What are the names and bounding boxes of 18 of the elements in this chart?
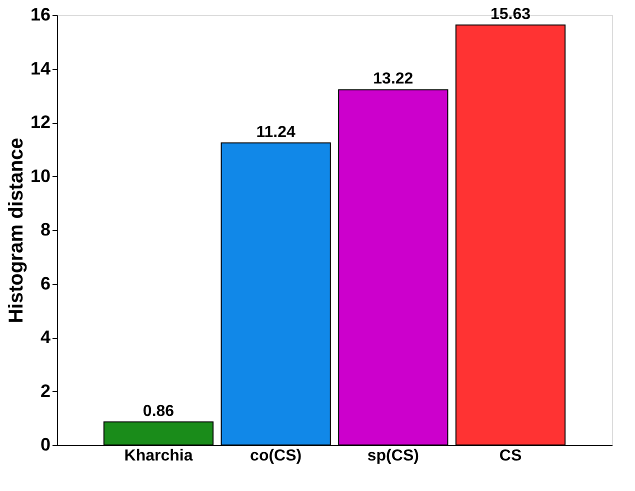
y-tick-label: 2 bbox=[40, 380, 50, 401]
x-tick-label: co(CS) bbox=[250, 448, 302, 464]
data-label: 11.24 bbox=[256, 124, 296, 141]
y-tick-label: 4 bbox=[40, 327, 50, 347]
y-tick-label: 6 bbox=[40, 273, 50, 294]
data-label: 0.86 bbox=[142, 402, 174, 420]
x-tick-label: sp(CS) bbox=[367, 448, 419, 464]
data-label: 13.22 bbox=[373, 70, 414, 88]
y-tick-label: 8 bbox=[40, 220, 50, 240]
x-tick-label: CS bbox=[499, 448, 522, 464]
data-label: 15.63 bbox=[490, 6, 531, 23]
y-tick-label: 16 bbox=[30, 4, 50, 24]
x-tick-label: Kharchia bbox=[124, 448, 193, 464]
y-tick-label: 0 bbox=[40, 434, 50, 454]
y-tick-label: 12 bbox=[30, 112, 50, 132]
y-tick-label: 14 bbox=[30, 58, 50, 78]
y-tick-label: 10 bbox=[30, 166, 50, 186]
y-axis-title: Histogram distance bbox=[5, 138, 28, 324]
